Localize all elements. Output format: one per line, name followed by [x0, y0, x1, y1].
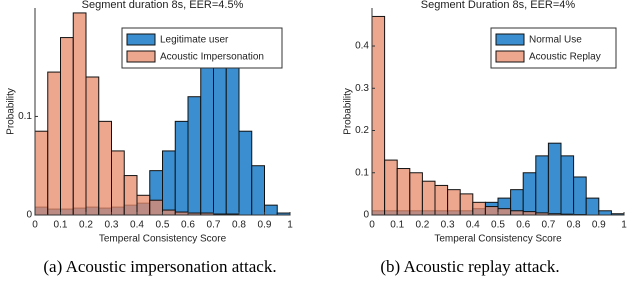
- bar: [34, 130, 49, 216]
- x-tick-label: 0.9: [258, 220, 272, 231]
- bar: [573, 176, 587, 216]
- x-tick-label: 0: [32, 220, 38, 231]
- x-tick-label: 1: [621, 220, 627, 231]
- x-tick-label: 0.8: [232, 220, 246, 231]
- caption: (b) Acoustic replay attack.: [380, 257, 559, 276]
- bar: [434, 184, 449, 216]
- bar: [225, 61, 240, 216]
- bar: [200, 56, 214, 216]
- bar: [111, 150, 125, 216]
- x-tick-label: 0.7: [207, 220, 221, 231]
- bar: [585, 197, 600, 216]
- bar: [535, 155, 549, 216]
- bar: [384, 159, 398, 216]
- y-axis-label: Probability: [343, 88, 354, 135]
- x-tick-label: 0.6: [516, 220, 530, 231]
- bar: [598, 210, 612, 216]
- bar: [510, 210, 524, 216]
- x-tick-label: 0.1: [390, 220, 404, 231]
- x-tick-label: 0.8: [567, 220, 581, 231]
- bar: [174, 120, 189, 216]
- x-tick-label: 0.7: [541, 220, 555, 231]
- x-tick-label: 0.5: [156, 220, 170, 231]
- y-tick-label: 0.1: [18, 111, 32, 122]
- bar: [497, 208, 512, 216]
- bar: [522, 172, 537, 216]
- y-tick-label: 0: [26, 210, 32, 221]
- legend-label: Legitimate user: [160, 35, 229, 46]
- x-tick-label: 0.9: [592, 220, 606, 231]
- legend-swatch: [495, 50, 525, 63]
- bar: [472, 201, 486, 216]
- x-tick-label: 0.5: [491, 220, 505, 231]
- bar: [187, 96, 202, 216]
- bar: [547, 142, 562, 216]
- bar: [409, 172, 423, 216]
- bar: [484, 206, 499, 216]
- bar: [60, 37, 74, 216]
- bar: [98, 120, 112, 216]
- title: Segment duration 8s, EER=4.5%: [82, 0, 244, 11]
- bar: [421, 180, 436, 216]
- bar: [149, 199, 163, 216]
- bar: [47, 71, 61, 216]
- bar: [396, 168, 411, 216]
- caption: (a) Acoustic impersonation attack.: [43, 257, 276, 276]
- bar: [123, 175, 138, 216]
- bar: [251, 165, 265, 216]
- x-axis-label: Temperal Consistency Score: [434, 234, 562, 245]
- x-tick-label: 0.2: [415, 220, 429, 231]
- bar: [72, 12, 87, 216]
- bar: [560, 155, 575, 216]
- legend-label: Acoustic Impersonation: [160, 52, 264, 63]
- x-axis-label: Temperal Consistency Score: [99, 234, 227, 245]
- x-tick-label: 0: [369, 220, 375, 231]
- title: Segment Duration 8s, EER=4%: [421, 0, 576, 11]
- bar: [162, 150, 176, 216]
- x-tick-label: 0.4: [130, 220, 144, 231]
- legend-swatch: [126, 50, 156, 63]
- x-tick-label: 0.6: [181, 220, 195, 231]
- x-tick-label: 0.3: [105, 220, 119, 231]
- bar: [264, 204, 278, 216]
- bar: [136, 194, 151, 216]
- bar: [447, 189, 461, 216]
- bar: [459, 193, 474, 216]
- y-tick-label: 0.4: [355, 41, 369, 52]
- bar: [85, 76, 100, 216]
- legend-label: Normal Use: [529, 35, 582, 46]
- y-tick-label: 0: [363, 210, 369, 221]
- y-tick-label: 0.1: [355, 167, 369, 178]
- bar: [238, 130, 253, 216]
- x-tick-label: 0.2: [79, 220, 93, 231]
- bar: [522, 211, 537, 216]
- x-tick-label: 0.4: [466, 220, 480, 231]
- legend-label: Acoustic Replay: [529, 52, 601, 63]
- y-tick-label: 0.3: [355, 83, 369, 94]
- legend-swatch: [126, 33, 156, 46]
- y-axis-label: Probability: [6, 88, 17, 135]
- legend-swatch: [495, 33, 525, 46]
- x-tick-label: 1: [287, 220, 293, 231]
- x-tick-label: 0.3: [441, 220, 455, 231]
- y-tick-label: 0.2: [355, 125, 369, 136]
- bar: [162, 209, 176, 216]
- x-tick-label: 0.1: [54, 220, 68, 231]
